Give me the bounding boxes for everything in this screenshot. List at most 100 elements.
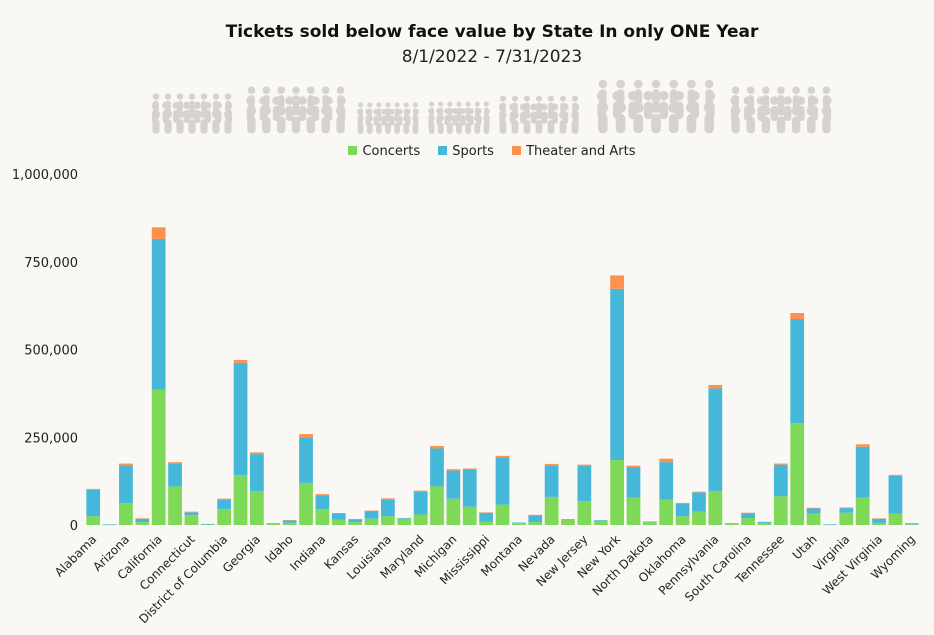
bar-theater-and-arts-oklahoma — [675, 502, 690, 504]
bar-theater-and-arts-iowa — [331, 513, 346, 514]
crowd-icon — [730, 86, 832, 134]
bar-sports-massachusetts — [430, 448, 444, 487]
bar-sports-kansas — [348, 519, 363, 523]
bar-concerts-idaho — [282, 522, 297, 525]
x-tick-label: Indiana — [287, 532, 328, 573]
bar-concerts-ohio — [659, 499, 674, 525]
bar-theater-and-arts-florida — [233, 360, 248, 363]
bar-theater-and-arts-west-virginia — [872, 518, 886, 519]
bar-theater-and-arts-washington — [855, 444, 870, 447]
bar-concerts-south-carolina — [741, 517, 755, 525]
bar-theater-and-arts-south-carolina — [741, 512, 755, 514]
bar-concerts-texas — [790, 423, 805, 525]
crowd-icon — [498, 95, 580, 134]
bar-sports-alabama — [86, 489, 101, 517]
bar-theater-and-arts-louisiana — [381, 498, 395, 500]
bar-concerts-new-jersey — [577, 501, 592, 525]
bar-concerts-west-virginia — [872, 522, 886, 525]
crowd-icon — [151, 93, 233, 134]
bar-sports-wisconsin — [888, 475, 903, 514]
bar-sports-kentucky — [364, 510, 379, 519]
x-tick-label: Alabama — [52, 532, 99, 579]
bar-concerts-florida — [233, 475, 248, 525]
crowd-icon — [246, 86, 346, 134]
bar-sports-north-carolina — [626, 467, 641, 498]
y-tick-label: 250,000 — [24, 431, 78, 446]
bar-concerts-district-of-columbia — [217, 509, 232, 525]
bar-concerts-montana — [511, 523, 526, 525]
chart-title: Tickets sold below face value by State I… — [225, 22, 759, 42]
bar-sports-mississippi — [479, 512, 494, 522]
legend-swatch-theater-arts — [512, 146, 522, 155]
y-tick-label: 750,000 — [24, 256, 78, 271]
bar-concerts-hawaii — [266, 523, 281, 525]
bar-sports-colorado — [168, 463, 182, 487]
bar-sports-district-of-columbia — [217, 499, 232, 510]
bar-sports-connecticut — [184, 512, 199, 516]
bar-concerts-kentucky — [364, 518, 379, 525]
bar-concerts-alabama — [86, 516, 101, 525]
bar-theater-and-arts-wisconsin — [888, 474, 903, 476]
bar-concerts-michigan — [446, 498, 461, 525]
bar-concerts-oregon — [692, 511, 706, 525]
bar-sports-west-virginia — [872, 518, 886, 523]
bar-theater-and-arts-arizona — [119, 463, 133, 466]
bar-sports-illinois — [299, 437, 313, 483]
bar-concerts-maine — [397, 518, 412, 525]
bar-concerts-new-york — [610, 460, 624, 525]
bar-theater-and-arts-ohio — [659, 458, 674, 463]
bar-theater-and-arts-district-of-columbia — [217, 498, 232, 500]
legend-label-sports: Sports — [452, 144, 494, 159]
bar-concerts-washington — [855, 497, 870, 525]
bar-concerts-indiana — [315, 509, 330, 525]
bar-concerts-alaska — [102, 524, 117, 526]
bar-sports-delaware — [200, 523, 215, 525]
bar-theater-and-arts-missouri — [495, 455, 510, 458]
bar-sports-oklahoma — [675, 503, 690, 517]
bar-concerts-missouri — [495, 504, 510, 525]
y-tick-label: 500,000 — [24, 344, 78, 359]
bar-concerts-mississippi — [479, 521, 494, 525]
bar-theater-and-arts-colorado — [168, 462, 182, 464]
bar-concerts-nevada — [544, 496, 559, 525]
bar-concerts-kansas — [348, 522, 363, 525]
bar-theater-and-arts-idaho — [282, 520, 297, 521]
bar-sports-pennsylvania — [708, 388, 723, 491]
bar-theater-and-arts-georgia — [250, 452, 264, 455]
bar-concerts-minnesota — [462, 506, 477, 525]
bar-theater-and-arts-virginia — [839, 507, 854, 509]
legend-swatch-sports — [438, 146, 448, 155]
bar-theater-and-arts-nebraska — [528, 514, 543, 516]
bar-theater-and-arts-tennessee — [773, 463, 788, 465]
bar-concerts-delaware — [200, 524, 215, 525]
crowd-icons — [151, 79, 832, 134]
bar-sports-california — [151, 238, 166, 390]
bar-sports-ohio — [659, 462, 674, 500]
bar-sports-new-hampshire — [561, 519, 575, 520]
bar-sports-wyoming — [904, 523, 919, 525]
bar-concerts-louisiana — [381, 516, 395, 525]
y-tick-label: 0 — [70, 519, 78, 534]
bar-theater-and-arts-north-carolina — [626, 465, 641, 468]
bar-theater-and-arts-pennsylvania — [708, 384, 723, 389]
bar-sports-arkansas — [135, 518, 150, 523]
bar-sports-florida — [233, 362, 248, 476]
bar-concerts-new-mexico — [593, 520, 608, 525]
bar-sports-indiana — [315, 495, 330, 510]
bar-concerts-wyoming — [904, 524, 919, 525]
bar-theater-and-arts-new-york — [610, 275, 624, 289]
bar-theater-and-arts-minnesota — [462, 468, 477, 470]
bar-theater-and-arts-kentucky — [364, 510, 379, 512]
bar-theater-and-arts-kansas — [348, 519, 363, 520]
legend-item-sports: Sports — [438, 144, 494, 159]
bar-sports-montana — [511, 522, 526, 524]
crowd-icon — [596, 79, 716, 134]
bar-sports-nebraska — [528, 515, 543, 523]
bar-theater-and-arts-indiana — [315, 494, 330, 496]
bar-concerts-massachusetts — [430, 486, 444, 525]
legend-item-theater-arts: Theater and Arts — [512, 144, 636, 159]
bar-sports-hawaii — [266, 523, 281, 524]
bar-concerts-north-dakota — [642, 522, 657, 525]
bar-sports-texas — [790, 318, 805, 424]
bar-concerts-vermont — [823, 524, 837, 526]
